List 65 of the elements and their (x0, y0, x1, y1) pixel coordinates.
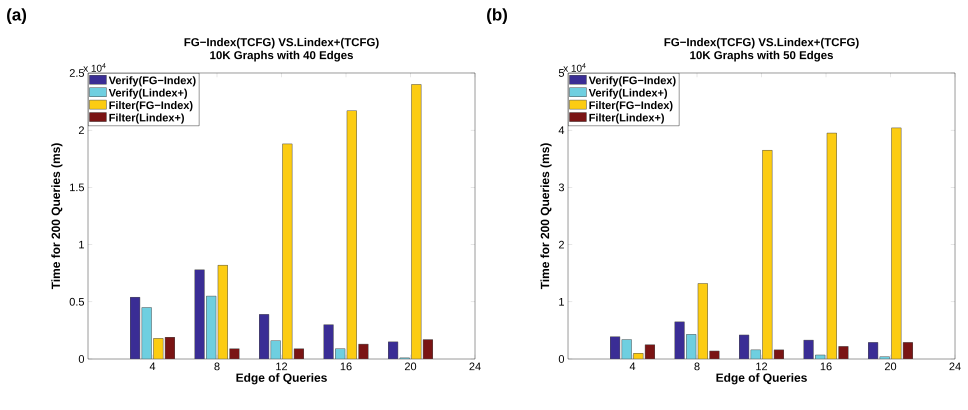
y-tick-label: 0.5 (70, 298, 84, 306)
y-tick-label: 2 (78, 126, 84, 134)
x-tick-label: 24 (949, 362, 961, 370)
x-tick-label: 16 (820, 362, 832, 370)
chart-title: FG−Index(TCFG) VS.Lindex+(TCFG) (184, 38, 379, 48)
y-tick-label: 1 (79, 240, 84, 248)
x-tick-label: 8 (214, 362, 220, 370)
legend-label: Filter(Lindex+) (109, 113, 184, 124)
bar (346, 110, 357, 359)
bar (142, 307, 152, 359)
bar (674, 322, 685, 359)
legend-label: Verify(FG−Index) (108, 76, 196, 86)
bar (153, 338, 164, 359)
y-tick-label: 4 (558, 126, 564, 134)
y-axis-title: Time for 200 Queries (ms) (540, 143, 552, 290)
text: x 10$^{4}$ (83, 63, 106, 72)
bar (826, 132, 837, 359)
y-tick-label: 5 (558, 69, 564, 77)
bar (902, 342, 914, 359)
x-tick-label: 20 (404, 362, 416, 370)
legend-label: Filter(FG−Index) (109, 101, 192, 112)
x-tick-label: 8 (694, 362, 700, 370)
x-tick-label: 4 (150, 362, 156, 370)
y-tick-label: 0 (558, 355, 564, 363)
bar (130, 296, 140, 359)
bar (324, 324, 334, 359)
legend-label: Verify(Lindex+) (588, 88, 668, 99)
y-tick-label: 2 (558, 240, 564, 248)
bar (610, 336, 620, 359)
bar (164, 337, 176, 359)
x-axis-title: Edge of Queries (716, 373, 807, 384)
x-tick-label: 20 (884, 362, 896, 370)
y-tick-label: 1.5 (70, 184, 84, 192)
legend-label: Filter(FG−Index) (589, 101, 673, 112)
legend-label: Verify(Lindex+) (108, 88, 188, 99)
text: (a) (7, 8, 26, 24)
x-tick-label: 16 (340, 362, 352, 370)
chart-subtitle: 10K Graphs with 50 Edges (690, 50, 833, 62)
bar (891, 128, 902, 359)
bar (698, 283, 708, 359)
y-tick-label: 1 (559, 298, 564, 306)
text: x 10$^{4}$ (563, 63, 586, 72)
bar (686, 334, 696, 359)
y-tick-label: 0 (78, 355, 84, 363)
bar (762, 150, 772, 359)
y-tick-label: 2.5 (70, 69, 84, 77)
bar (259, 314, 270, 359)
bar (282, 144, 292, 359)
bar (218, 264, 228, 359)
x-axis-title: Edge of Queries (236, 373, 327, 384)
x-tick-label: 12 (756, 362, 768, 370)
bar (194, 270, 205, 359)
y-axis-title: Time for 200 Queries (ms) (51, 143, 62, 290)
x-tick-label: 4 (630, 362, 636, 370)
x-tick-label: 24 (469, 362, 481, 370)
chart-subtitle: 10K Graphs with 40 Edges (210, 50, 353, 62)
bar (206, 296, 216, 359)
y-tick-label: 3 (558, 184, 564, 192)
chart-title: FG−Index(TCFG) VS.Lindex+(TCFG) (664, 38, 859, 48)
bar (868, 342, 878, 359)
legend-label: Verify(FG−Index) (588, 76, 676, 86)
bar (411, 84, 422, 359)
legend-label: Filter(Lindex+) (589, 113, 664, 124)
x-tick-label: 12 (276, 362, 288, 370)
text: (b) (487, 8, 507, 24)
